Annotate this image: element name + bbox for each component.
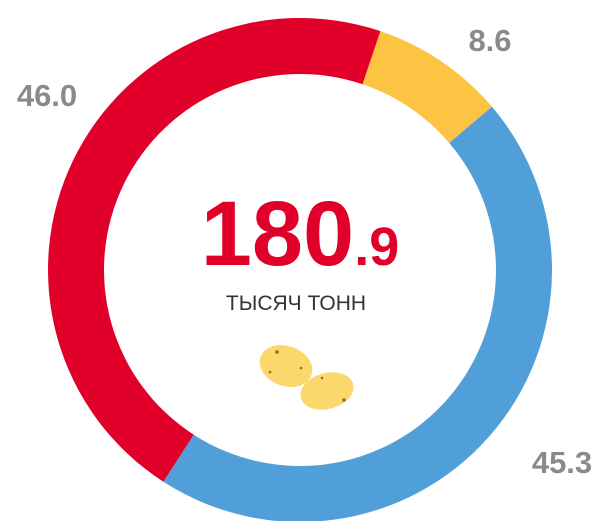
donut-segment [47, 17, 381, 482]
center-label: ТЫСЯЧ ТОНН [226, 292, 366, 315]
donut-segment [362, 31, 492, 143]
value-label: 45.3 [532, 445, 592, 480]
donut [47, 17, 552, 521]
value-label: 8.6 [468, 23, 511, 58]
donut-segment [163, 106, 552, 521]
value-label: 46.0 [17, 78, 77, 113]
potato-icon [259, 345, 354, 410]
center-value: 180.9 [201, 183, 400, 285]
